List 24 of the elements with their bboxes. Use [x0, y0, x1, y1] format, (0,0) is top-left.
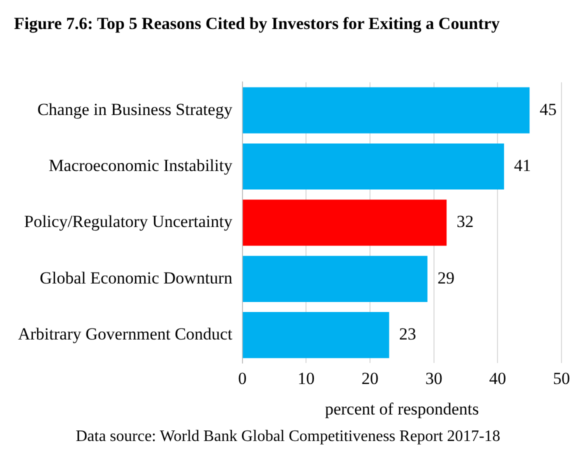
source-note: Data source: World Bank Global Competitiveness Report 2017-18	[74, 428, 502, 446]
bar	[242, 143, 504, 190]
y-tick-label: Change in Business Strategy	[37, 100, 233, 119]
chart-title: Figure 7.6: Top 5 Reasons Cited by Investors for Exiting a Country	[14, 14, 501, 34]
y-tick-label: Policy/Regulatory Uncertainty	[24, 212, 233, 232]
y-tick-label: Macroeconomic Instability	[48, 156, 233, 175]
data-label: 45	[540, 100, 557, 119]
x-tick-label: 20	[362, 368, 378, 388]
data-label: 32	[456, 212, 474, 232]
x-tick-label: 40	[489, 368, 506, 388]
x-axis-title: percent of respondents	[324, 399, 479, 418]
bar	[242, 87, 530, 134]
x-tick-label: 0	[238, 368, 247, 388]
y-tick-label: Global Economic Downturn	[40, 268, 233, 288]
x-tick-label: 50	[553, 368, 570, 388]
data-label: 29	[437, 268, 454, 288]
bar	[242, 256, 428, 302]
bar	[242, 312, 390, 358]
y-tick-label: Arbitrary Government Conduct	[18, 324, 233, 344]
bar	[242, 200, 447, 246]
x-tick-label: 30	[425, 368, 442, 388]
x-tick-label: 10	[298, 368, 315, 388]
data-label: 41	[514, 156, 532, 175]
data-label: 23	[399, 324, 416, 344]
